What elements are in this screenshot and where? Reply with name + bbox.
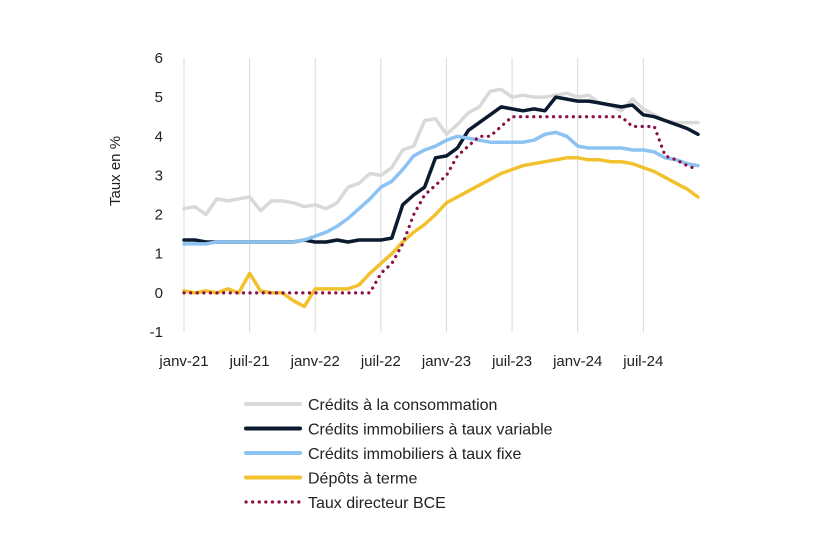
x-tick-label: janv-22 (290, 353, 340, 370)
legend-label: Dépôts à terme (308, 471, 417, 488)
y-axis-ticks: -1 0 1 2 3 4 5 6 (150, 50, 163, 341)
y-axis-label: Taux en % (107, 136, 124, 206)
y-tick-label: 2 (155, 207, 163, 224)
x-tick-label: janv-21 (158, 353, 208, 370)
x-tick-label: janv-24 (552, 353, 602, 370)
y-tick-label: 4 (155, 128, 163, 145)
legend: Crédits à la consommation Crédits immobil… (244, 397, 553, 512)
x-tick-label: juil-23 (491, 353, 532, 370)
legend-label: Taux directeur BCE (308, 495, 446, 512)
series-line-1 (182, 95, 700, 244)
y-tick-label: -1 (150, 324, 163, 341)
y-tick-label: 5 (155, 89, 163, 106)
x-axis-ticks: janv-21 juil-21 janv-22 juil-22 janv-23 juil-… (158, 353, 663, 370)
series-line-3 (182, 156, 700, 309)
series-lines (182, 87, 700, 309)
y-tick-label: 6 (155, 50, 163, 67)
legend-label: Crédits immobiliers à taux fixe (308, 446, 522, 463)
vertical-gridlines (183, 58, 644, 332)
series-line-4 (182, 115, 700, 295)
y-tick-label: 1 (155, 246, 163, 263)
legend-label: Crédits à la consommation (308, 397, 497, 414)
x-tick-label: juil-22 (360, 353, 401, 370)
y-tick-label: 0 (155, 285, 163, 302)
x-tick-label: juil-21 (229, 353, 270, 370)
x-tick-label: juil-24 (622, 353, 663, 370)
series-line-2 (182, 130, 700, 246)
legend-label: Crédits immobiliers à taux variable (308, 422, 553, 439)
y-tick-label: 3 (155, 167, 163, 184)
x-tick-label: janv-23 (421, 353, 471, 370)
